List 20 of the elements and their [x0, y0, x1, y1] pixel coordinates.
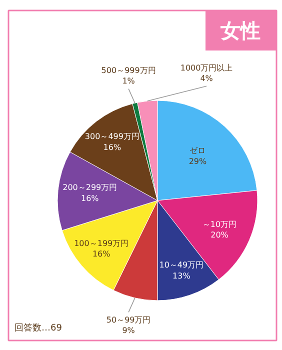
slice-label: 500～999万円: [101, 66, 156, 75]
chart-title: 女性: [220, 18, 260, 42]
slice-label: 50～99万円: [106, 315, 151, 324]
slice-label: 200～299万円: [62, 183, 118, 192]
data-label: 16%: [92, 250, 111, 259]
slice-label: 300～499万円: [84, 132, 140, 142]
data-label: 1%: [122, 76, 136, 86]
data-label: 16%: [103, 142, 122, 152]
data-label: 9%: [122, 326, 136, 336]
data-label: 20%: [210, 230, 229, 240]
data-label: 13%: [172, 271, 191, 280]
data-label: 4%: [200, 74, 214, 84]
data-label: 29%: [188, 156, 208, 166]
slice-label: ～10万円: [202, 220, 237, 229]
slice-label: ゼロ: [190, 146, 206, 156]
slice-label: 10～49万円: [159, 260, 204, 270]
slice-label: 1000万円以上: [180, 63, 233, 72]
text: 回答数…69: [14, 322, 62, 334]
data-label: 16%: [80, 194, 100, 203]
slice-label: 100～199万円: [74, 238, 129, 248]
